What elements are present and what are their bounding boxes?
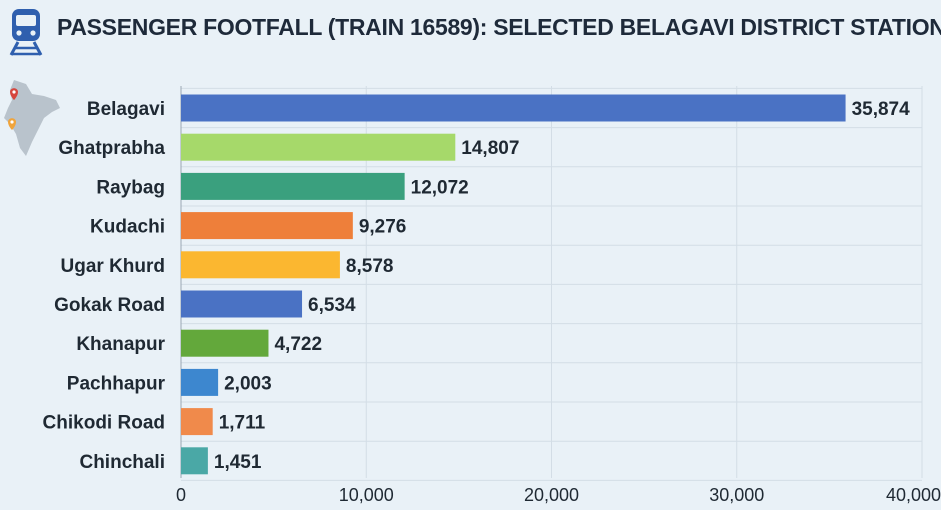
bar	[181, 133, 456, 161]
category-label: Pachhapur	[67, 373, 166, 394]
bar	[181, 172, 405, 200]
value-label: 6,534	[308, 295, 356, 316]
chart-header: PASSENGER FOOTFALL (TRAIN 16589): SELECT…	[0, 0, 941, 62]
category-labels: Belagavi Ghatprabha Raybag Kudachi Ugar Khur…	[43, 99, 166, 473]
value-label: 12,072	[411, 177, 469, 198]
value-label: 14,807	[461, 138, 519, 159]
value-label: 1,451	[214, 452, 262, 473]
bar	[181, 329, 269, 357]
category-label: Kudachi	[90, 217, 165, 238]
category-label: Chikodi Road	[43, 413, 165, 434]
bar-chart: Belagavi Ghatprabha Raybag Kudachi Ugar Khur…	[43, 86, 941, 505]
train-icon	[9, 9, 43, 56]
bar	[181, 251, 340, 279]
category-label: Belagavi	[87, 99, 165, 120]
bar	[181, 447, 208, 475]
bar	[181, 368, 219, 396]
x-tick-label: 0	[176, 485, 186, 505]
value-label: 35,874	[852, 99, 911, 120]
x-axis-ticks: 0 10,000 20,000 30,000 40,000	[176, 485, 941, 505]
bar	[181, 212, 353, 240]
category-label: Ugar Khurd	[61, 256, 166, 277]
x-tick-label: 20,000	[524, 485, 579, 505]
bars	[181, 94, 846, 475]
x-tick-label: 10,000	[339, 485, 394, 505]
category-label: Khanapur	[76, 334, 165, 355]
bar	[181, 94, 846, 122]
bar	[181, 408, 213, 436]
x-tick-label: 30,000	[709, 485, 764, 505]
category-label: Chinchali	[79, 452, 165, 473]
x-tick-label: 40,000	[886, 485, 941, 505]
category-label: Raybag	[96, 177, 165, 198]
value-label: 1,711	[219, 413, 266, 434]
category-label: Gokak Road	[54, 295, 165, 316]
india-map-pin-icon	[4, 80, 60, 156]
value-label: 9,276	[359, 217, 407, 238]
chart-title: PASSENGER FOOTFALL (TRAIN 16589): SELECT…	[57, 14, 941, 40]
footnote-strip	[0, 502, 941, 510]
value-label: 8,578	[346, 256, 394, 277]
value-label: 4,722	[274, 334, 322, 355]
bar	[181, 290, 303, 318]
value-label: 2,003	[224, 373, 272, 394]
category-label: Ghatprabha	[58, 138, 165, 159]
